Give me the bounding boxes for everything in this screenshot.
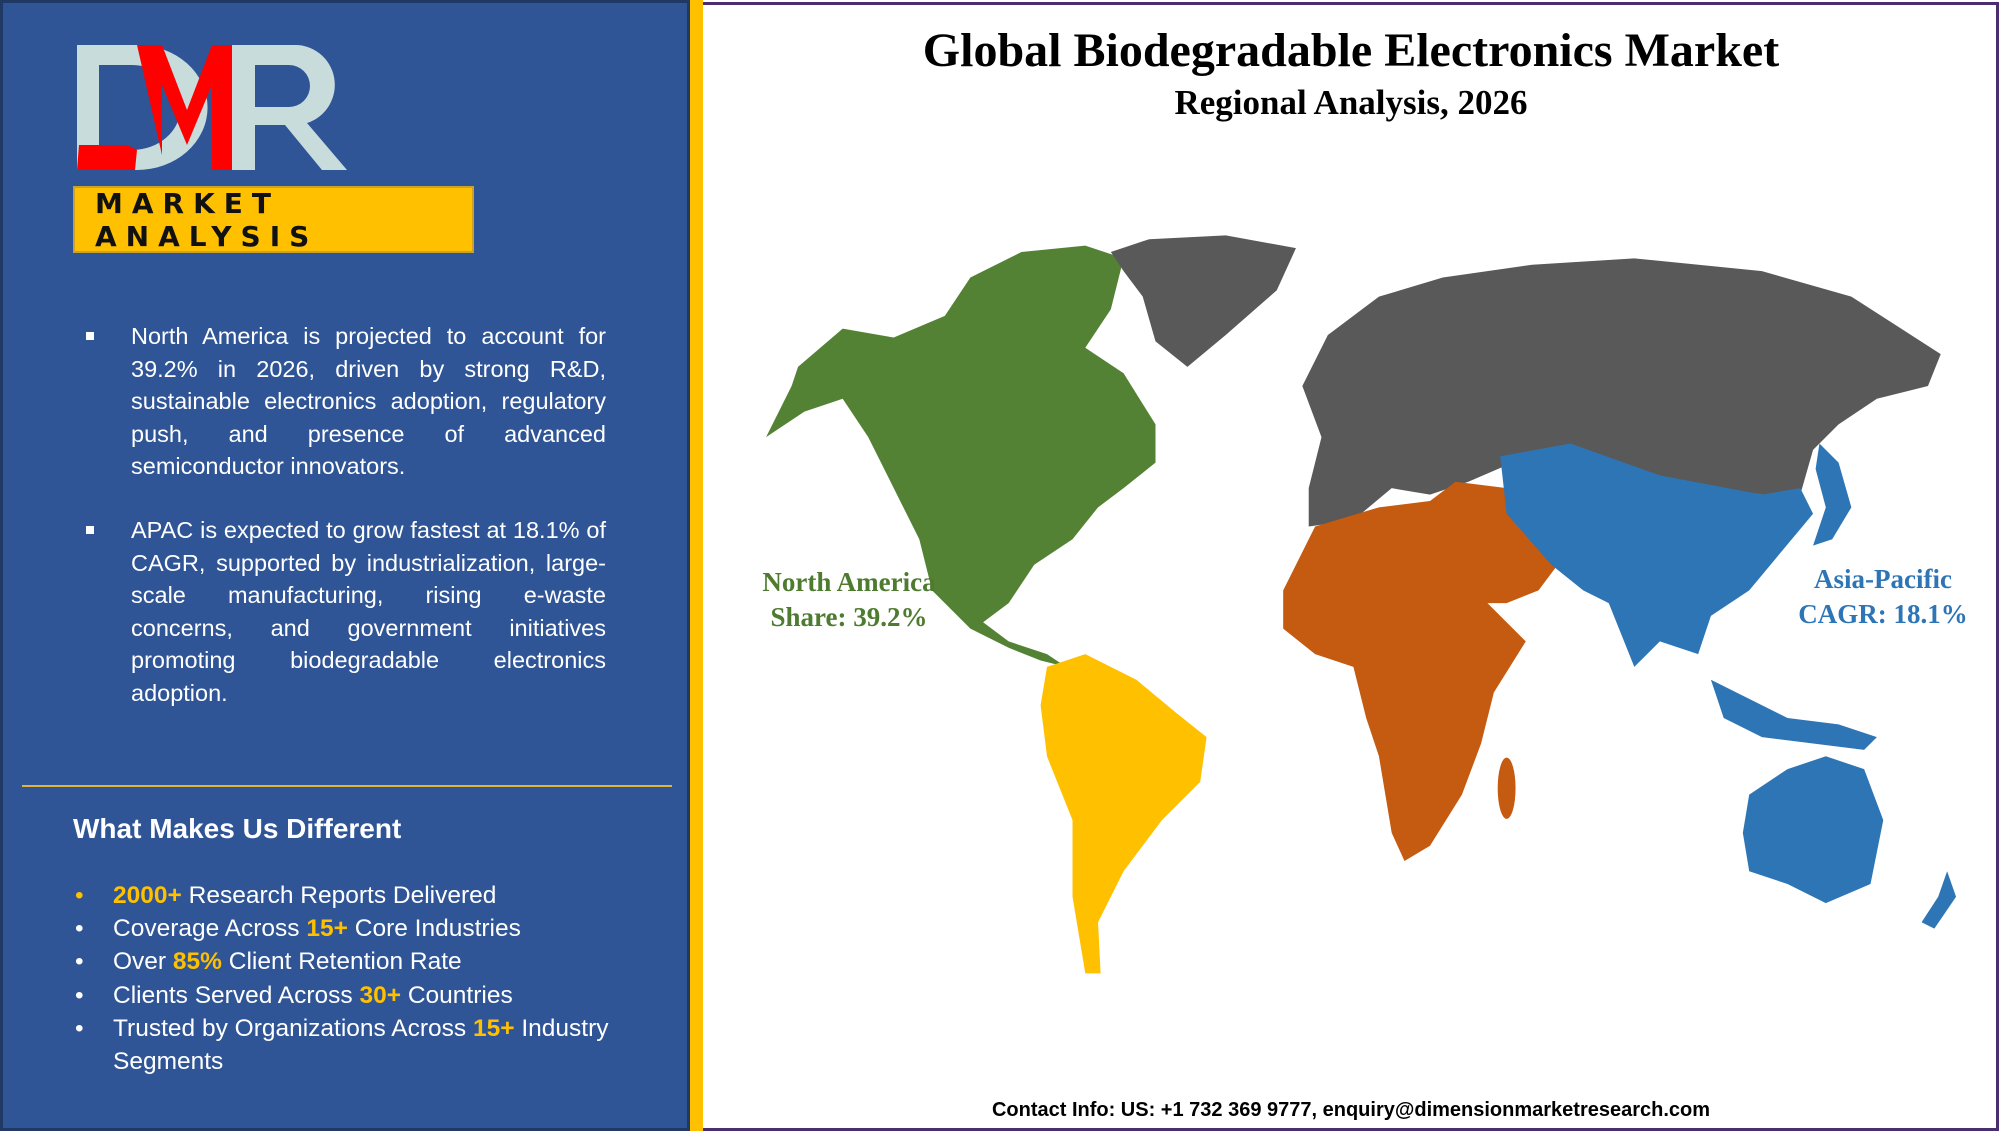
highlight-north-america: North America is projected to account fo… xyxy=(131,323,606,480)
asia-pacific-name: Asia-Pacific xyxy=(1814,564,1952,594)
north-america-share: Share: 39.2% xyxy=(770,602,928,632)
list-item: Clients Served Across 30+ Countries xyxy=(75,979,653,1012)
asia-pacific-label: Asia-Pacific CAGR: 18.1% xyxy=(1768,562,1998,632)
region-madagascar xyxy=(1497,757,1516,819)
page-subtitle: Regional Analysis, 2026 xyxy=(1174,83,1528,122)
list-item: 2000+ Research Reports Delivered xyxy=(75,879,653,912)
region-africa-middle-east xyxy=(1283,481,1558,862)
list-item: Coverage Across 15+ Core Industries xyxy=(75,912,653,945)
different-heading: What Makes Us Different xyxy=(73,813,402,844)
bullet-icon xyxy=(86,526,94,534)
asia-pacific-cagr: CAGR: 18.1% xyxy=(1798,599,1968,629)
region-asia-pacific xyxy=(1500,443,1814,667)
market-analysis-badge: MARKET ANALYSIS xyxy=(73,186,474,253)
world-map xyxy=(766,235,1957,974)
region-japan xyxy=(1813,443,1852,546)
region-indonesia xyxy=(1710,679,1877,750)
accent-bar xyxy=(690,0,703,1131)
bullet-icon xyxy=(86,332,94,340)
region-south-america xyxy=(1040,654,1207,974)
page-title: Global Biodegradable Electronics Market xyxy=(922,24,1780,77)
region-europe-asia xyxy=(1302,258,1941,527)
dmr-logo xyxy=(77,45,347,170)
divider xyxy=(22,785,672,787)
list-item: Trusted by Organizations Across 15+ Indu… xyxy=(75,1012,653,1078)
region-new-zealand xyxy=(1921,871,1957,929)
region-australia xyxy=(1742,756,1884,904)
right-panel: Global Biodegradable Electronics Market … xyxy=(703,2,1999,1131)
contact-info: Contact Info: US: +1 732 369 9777, enqui… xyxy=(991,1099,1711,1121)
left-panel: MARKET ANALYSIS North America is project… xyxy=(0,0,690,1131)
list-item: Over 85% Client Retention Rate xyxy=(75,945,653,978)
different-list: 2000+ Research Reports Delivered Coverag… xyxy=(75,879,653,1078)
region-greenland xyxy=(1110,235,1296,367)
north-america-name: North America xyxy=(762,567,936,597)
north-america-label: North America Share: 39.2% xyxy=(734,565,964,635)
region-north-america xyxy=(766,245,1156,667)
highlight-apac: APAC is expected to grow fastest at 18.1… xyxy=(131,517,606,706)
